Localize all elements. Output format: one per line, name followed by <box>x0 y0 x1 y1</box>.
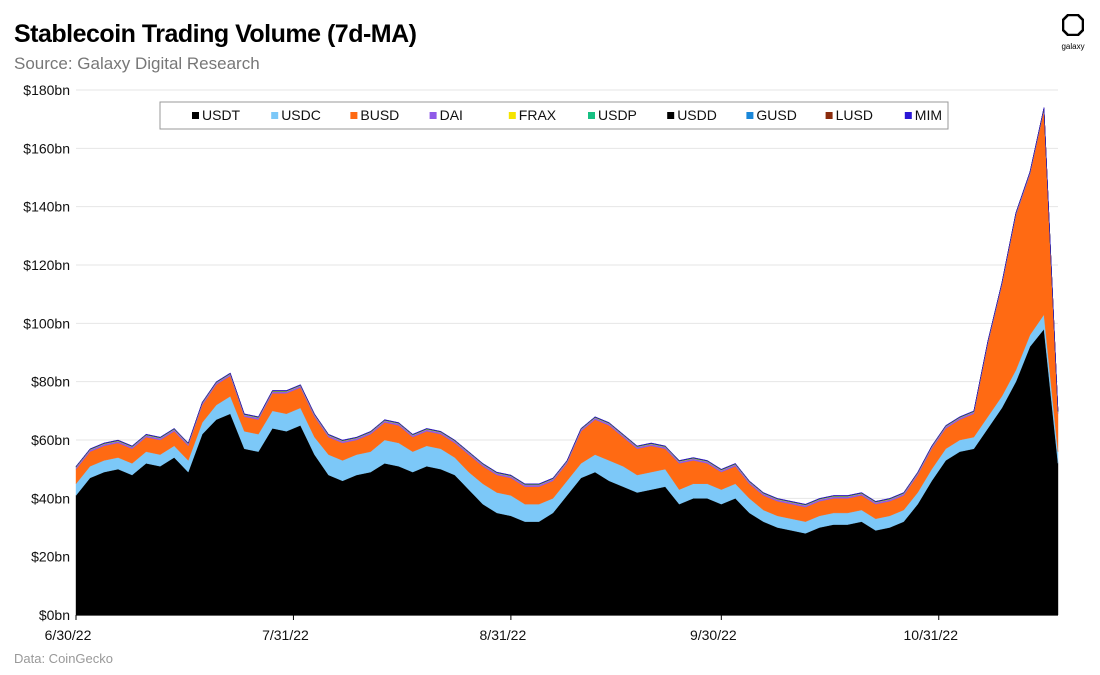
y-tick-label: $40bn <box>31 490 70 506</box>
y-tick-label: $80bn <box>31 374 70 390</box>
x-tick-label: 9/30/22 <box>690 627 737 643</box>
legend-swatch <box>192 112 199 119</box>
legend-label: BUSD <box>360 107 399 123</box>
y-tick-label: $100bn <box>23 315 70 331</box>
x-tick-label: 10/31/22 <box>904 627 959 643</box>
legend-box <box>159 101 949 130</box>
y-tick-label: $180bn <box>23 82 70 98</box>
legend-label: USDD <box>677 107 717 123</box>
legend-swatch <box>588 112 595 119</box>
x-tick-label: 6/30/22 <box>45 627 92 643</box>
series-areas <box>75 107 1059 616</box>
chart-title: Stablecoin Trading Volume (7d-MA) <box>14 20 417 48</box>
legend-swatch <box>508 112 516 119</box>
legend-label: MIM <box>915 107 942 123</box>
legend-swatch <box>350 112 358 119</box>
x-tick-label: 8/31/22 <box>480 627 527 643</box>
legend-swatch <box>429 112 437 119</box>
y-tick-label: $160bn <box>23 140 70 156</box>
galaxy-logo: galaxy <box>1058 13 1088 51</box>
y-tick-label: $140bn <box>23 199 70 215</box>
data-source-note: Data: CoinGecko <box>14 651 113 666</box>
legend-label: USDP <box>598 107 637 123</box>
legend-label: DAI <box>440 107 463 123</box>
y-tick-label: $0bn <box>39 607 70 623</box>
x-tick-label: 7/31/22 <box>262 627 309 643</box>
chart-subtitle: Source: Galaxy Digital Research <box>14 54 260 73</box>
y-tick-label: $20bn <box>31 549 70 565</box>
y-tick-label: $60bn <box>31 432 70 448</box>
area-mim <box>75 107 1059 505</box>
legend-label: FRAX <box>519 107 557 123</box>
legend-label: GUSD <box>756 107 796 123</box>
axes: $0bn $20bn $40bn $60bn $80bn $100bn $120bn $140… <box>23 82 1058 643</box>
legend-swatch <box>904 112 912 119</box>
legend: USDT USDC BUSD DAI FRAX USDP USDD GUSD LUSD MIM <box>159 101 949 130</box>
legend-swatch <box>746 112 754 119</box>
galaxy-logo-icon <box>1061 13 1085 37</box>
legend-swatch <box>825 112 833 119</box>
legend-swatch <box>667 112 675 119</box>
legend-label: USDC <box>281 107 321 123</box>
legend-swatch <box>271 112 279 119</box>
y-tick-label: $120bn <box>23 257 70 273</box>
logo-text: galaxy <box>1061 42 1085 51</box>
legend-label: LUSD <box>836 107 873 123</box>
legend-label: USDT <box>202 107 241 123</box>
